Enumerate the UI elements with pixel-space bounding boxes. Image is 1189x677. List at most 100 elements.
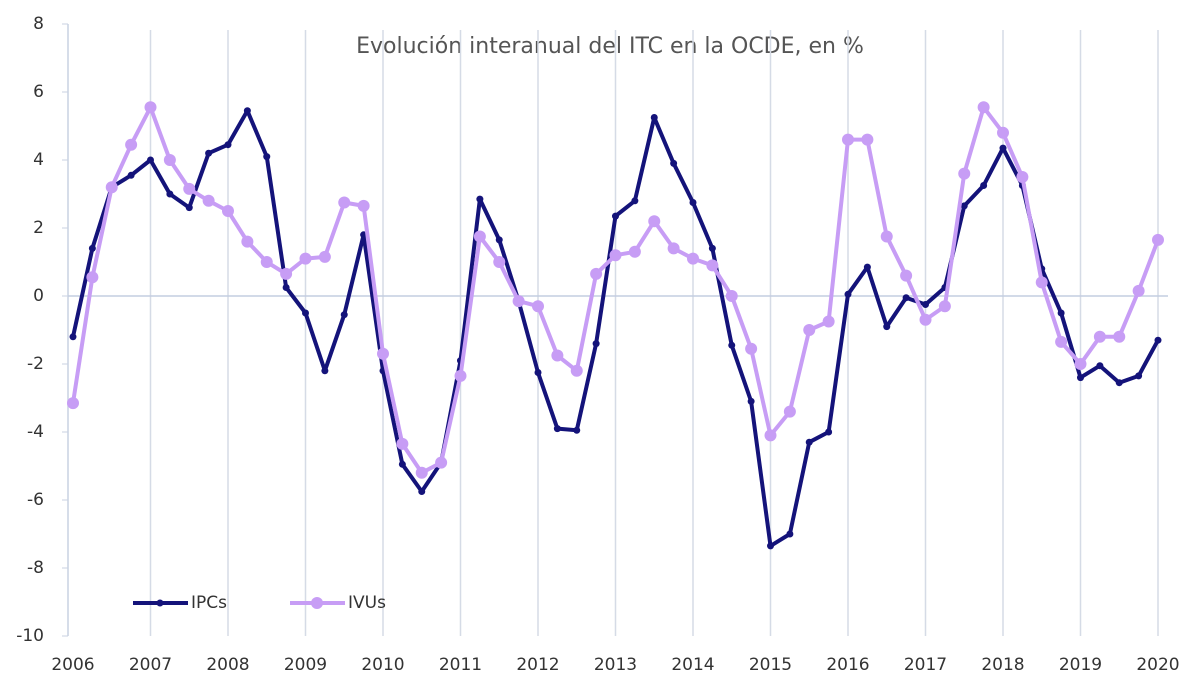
point xyxy=(183,182,196,195)
point xyxy=(919,313,932,326)
point xyxy=(997,126,1009,139)
point xyxy=(609,249,622,262)
point xyxy=(631,197,639,205)
point xyxy=(805,438,813,446)
point xyxy=(844,290,852,298)
y-tick-label: -10 xyxy=(16,626,44,646)
point xyxy=(922,301,929,308)
point xyxy=(767,542,774,550)
point xyxy=(999,144,1007,152)
point xyxy=(825,428,833,436)
x-tick-label: 2018 xyxy=(981,655,1024,675)
point xyxy=(883,323,891,331)
point xyxy=(224,141,232,149)
point xyxy=(1154,336,1162,344)
x-tick-label: 2019 xyxy=(1059,655,1102,675)
point xyxy=(69,333,77,341)
point xyxy=(728,341,736,349)
point xyxy=(708,244,716,252)
point xyxy=(357,199,370,212)
point xyxy=(147,156,154,164)
point xyxy=(977,101,990,114)
point xyxy=(263,153,271,161)
chart-title: Evolución interanual del ITC en la OCDE,… xyxy=(356,34,864,59)
point xyxy=(573,426,581,434)
point xyxy=(532,300,544,313)
legend-marker xyxy=(311,597,323,609)
point xyxy=(592,340,600,348)
point xyxy=(241,235,254,248)
point xyxy=(205,149,213,157)
legend-label: IPCs xyxy=(191,593,227,613)
point xyxy=(125,138,138,151)
point xyxy=(938,300,951,313)
point xyxy=(764,429,777,442)
x-tick-label: 2008 xyxy=(206,655,249,675)
point xyxy=(260,256,273,268)
point xyxy=(863,263,871,271)
point xyxy=(902,294,910,302)
point xyxy=(418,488,426,495)
point xyxy=(377,347,389,360)
point xyxy=(435,456,448,469)
point xyxy=(396,437,409,450)
point xyxy=(786,530,794,538)
x-tick-label: 2017 xyxy=(904,655,947,675)
y-tick-label: 0 xyxy=(33,286,44,306)
point xyxy=(861,133,874,146)
point xyxy=(590,267,603,280)
point xyxy=(1135,372,1143,380)
point xyxy=(280,267,293,280)
point xyxy=(667,242,680,255)
point xyxy=(650,114,658,121)
x-tick-label: 2014 xyxy=(671,655,714,675)
point xyxy=(1132,284,1145,297)
point xyxy=(493,256,506,268)
point xyxy=(473,230,486,243)
x-tick-label: 2009 xyxy=(284,655,327,675)
point xyxy=(340,311,348,319)
point xyxy=(725,290,738,302)
point xyxy=(1057,309,1065,317)
x-tick-label: 2007 xyxy=(129,655,172,675)
point xyxy=(302,309,309,317)
point xyxy=(243,107,251,115)
x-tick-label: 2010 xyxy=(361,655,404,675)
legend-marker xyxy=(156,599,164,607)
point xyxy=(551,349,564,362)
point xyxy=(900,269,913,282)
point xyxy=(454,369,467,382)
point xyxy=(670,159,678,167)
point xyxy=(745,342,758,355)
point xyxy=(1055,335,1068,348)
point xyxy=(553,425,561,433)
y-tick-label: 2 xyxy=(33,218,44,238)
y-tick-label: -4 xyxy=(27,422,44,442)
point xyxy=(880,230,893,243)
point xyxy=(166,190,174,198)
x-tick-label: 2015 xyxy=(749,655,792,675)
legend-label: IVUs xyxy=(348,593,386,613)
point xyxy=(282,284,290,291)
point xyxy=(495,236,503,244)
x-tick-label: 2016 xyxy=(826,655,869,675)
point xyxy=(398,460,406,468)
y-tick-label: 6 xyxy=(33,82,44,102)
point xyxy=(202,194,215,207)
point xyxy=(1016,171,1029,183)
point xyxy=(706,259,719,272)
point xyxy=(321,367,329,375)
point xyxy=(628,245,641,258)
point xyxy=(127,171,135,179)
point xyxy=(612,212,619,220)
point xyxy=(689,199,697,206)
point xyxy=(687,252,699,265)
point xyxy=(960,202,968,210)
point xyxy=(1152,233,1164,246)
point xyxy=(648,215,661,228)
point xyxy=(1113,330,1126,343)
point xyxy=(1035,276,1048,289)
point xyxy=(534,369,542,376)
point xyxy=(185,204,193,212)
